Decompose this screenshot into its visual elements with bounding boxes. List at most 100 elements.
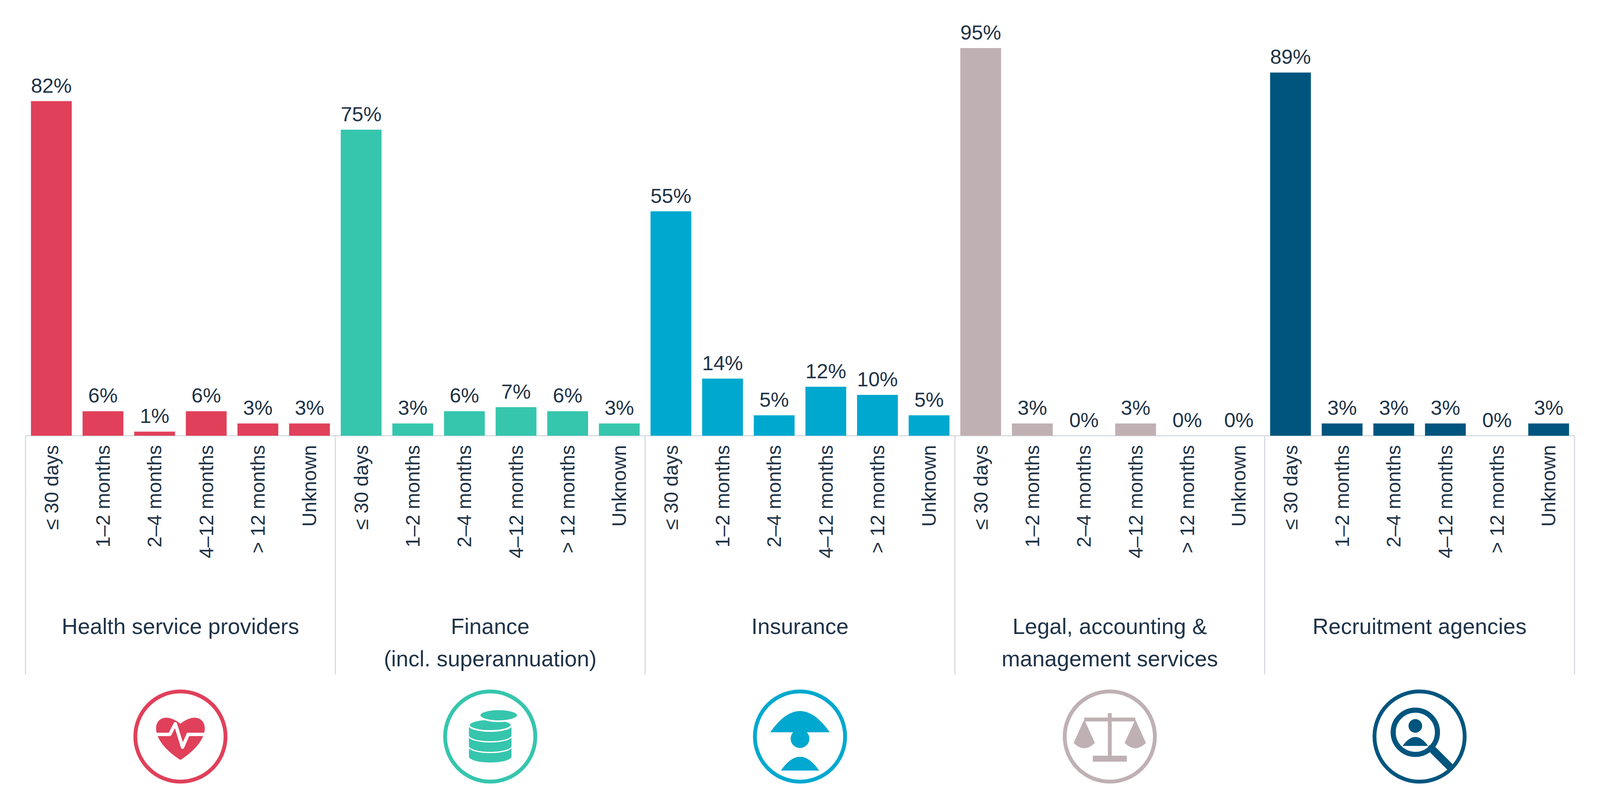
data-label: 82% <box>31 74 72 98</box>
data-label: 55% <box>650 184 692 208</box>
data-label: 75% <box>340 102 382 126</box>
bar <box>1166 435 1208 437</box>
data-label: 3% <box>242 396 273 420</box>
tick-label: ≤ 30 days <box>1279 445 1302 530</box>
data-label: 10% <box>857 368 898 391</box>
group-label-line: Recruitment agencies <box>1312 614 1527 639</box>
data-label: 6% <box>449 384 480 407</box>
tick-label: 2–4 months <box>1382 445 1405 548</box>
group-divider <box>25 435 27 675</box>
tick-label: 4–12 months <box>505 445 528 559</box>
data-label: 0% <box>1172 408 1202 432</box>
bar <box>702 378 743 436</box>
tick-label: ≤ 30 days <box>40 445 63 530</box>
data-label: 14% <box>702 351 743 375</box>
tick-label: > 12 months <box>556 445 579 554</box>
data-label: 5% <box>759 388 789 412</box>
icon-ring <box>135 691 226 782</box>
icon <box>1064 691 1155 782</box>
group-label-line: management services <box>1001 646 1219 672</box>
bar <box>1063 435 1105 437</box>
bar <box>392 423 434 436</box>
bar <box>805 386 847 436</box>
icon-ring <box>1064 691 1155 782</box>
bar <box>908 415 950 436</box>
data-label: 6% <box>88 384 118 407</box>
bar <box>1321 423 1363 436</box>
data-label: 95% <box>960 21 1002 44</box>
bar <box>237 423 279 436</box>
icon-foot <box>1092 755 1127 762</box>
bar <box>598 423 640 436</box>
icon-coin-top <box>479 709 518 722</box>
icon-ring <box>754 691 846 782</box>
tick-label: 1–2 months <box>91 445 115 548</box>
tick-label: Unknown <box>1537 445 1560 527</box>
bar <box>1218 435 1260 437</box>
data-label: 6% <box>552 384 583 407</box>
icon-umbrella <box>770 711 830 733</box>
data-label: 7% <box>501 380 531 403</box>
data-label: 1% <box>140 404 170 428</box>
data-label: 89% <box>1270 45 1312 69</box>
data-label: 3% <box>1017 396 1047 420</box>
bar <box>1373 423 1415 436</box>
bar <box>753 415 795 436</box>
tick-label: > 12 months <box>246 445 269 554</box>
tick-label: ≤ 30 days <box>969 445 992 530</box>
tick-label: 2–4 months <box>1072 445 1095 548</box>
icon <box>754 691 846 782</box>
tick-label: 1–2 months <box>1021 445 1044 548</box>
bar <box>82 411 124 436</box>
tick-label: 4–12 months <box>195 445 218 559</box>
bar <box>185 411 227 436</box>
group-label-line: Finance <box>451 614 530 639</box>
bar <box>288 423 330 436</box>
bar <box>443 411 485 436</box>
group-label: Insurance <box>751 614 849 639</box>
tick-label: 2–4 months <box>143 445 166 548</box>
bar <box>960 48 1002 436</box>
bar <box>1528 423 1569 436</box>
chart: 82% ≤ 30 days 6% 1–2 months 1% 2–4 months 6% 4–… <box>0 0 1600 791</box>
bar <box>1011 423 1053 436</box>
bar <box>340 129 382 436</box>
bar <box>1476 435 1518 437</box>
group-divider <box>1264 435 1266 675</box>
labels: 82% ≤ 30 days 6% 1–2 months 1% 2–4 months 6% 4–… <box>31 21 1564 672</box>
data-label: 3% <box>604 396 635 420</box>
group-divider <box>954 435 956 675</box>
bar <box>1115 423 1157 436</box>
tick-label: 4–12 months <box>1124 445 1147 559</box>
group-label-line: Health service providers <box>61 614 300 639</box>
icon-pan <box>1124 719 1146 749</box>
data-label: 0% <box>1069 408 1099 432</box>
icon-head <box>790 729 810 749</box>
group-divider <box>334 435 337 675</box>
data-label: 3% <box>397 396 428 420</box>
icon-body <box>780 757 820 772</box>
group-divider <box>1574 435 1576 675</box>
tick-label: Unknown <box>1227 445 1250 527</box>
bar <box>1270 72 1312 436</box>
bar <box>857 394 898 436</box>
group-label: Finance(incl. superannuation) <box>383 614 597 672</box>
data-label: 3% <box>1327 396 1357 420</box>
icon-ring <box>1374 691 1465 782</box>
icon-pan <box>1073 719 1095 749</box>
tick-label: > 12 months <box>866 445 889 554</box>
tick-label: 4–12 months <box>1434 445 1457 559</box>
group-label: Legal, accounting &management services <box>1001 614 1219 672</box>
bar <box>134 431 175 436</box>
group-label: Health service providers <box>61 614 300 639</box>
tick-label: Unknown <box>608 445 631 527</box>
icon-body <box>1402 737 1429 746</box>
icon-handle <box>1431 748 1450 767</box>
data-label: 0% <box>1224 408 1254 432</box>
icon-pulse <box>154 723 206 748</box>
tick-label: > 12 months <box>1485 445 1509 554</box>
bars <box>31 48 1570 436</box>
data-label: 12% <box>805 360 847 383</box>
bar <box>1425 423 1466 436</box>
group-divider <box>644 435 646 675</box>
